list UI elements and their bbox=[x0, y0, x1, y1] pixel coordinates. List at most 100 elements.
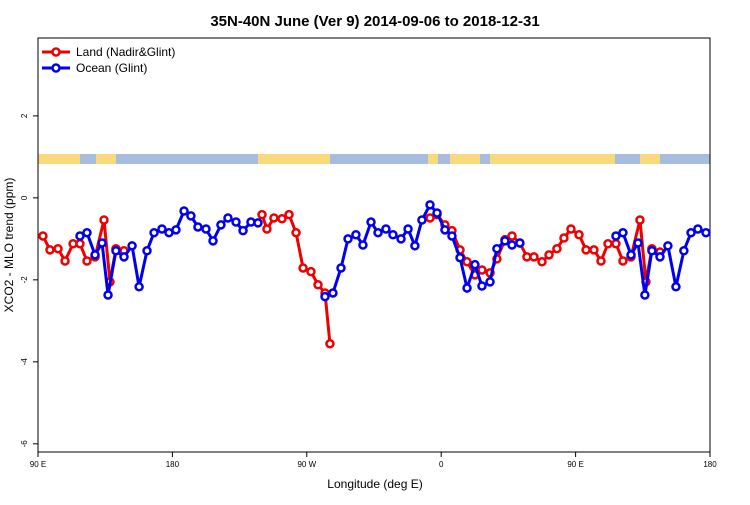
data-point bbox=[388, 230, 398, 240]
data-point bbox=[500, 236, 510, 246]
data-point bbox=[403, 224, 413, 234]
data-point bbox=[320, 291, 330, 302]
data-point bbox=[75, 231, 85, 241]
data-point bbox=[485, 277, 495, 287]
data-point bbox=[537, 257, 547, 267]
data-point bbox=[618, 256, 628, 266]
data-point bbox=[425, 200, 435, 210]
x-tick-label: 180 bbox=[166, 460, 180, 469]
data-point bbox=[75, 239, 85, 249]
data-point bbox=[201, 224, 211, 234]
data-point bbox=[574, 230, 584, 240]
data-point bbox=[171, 225, 181, 235]
y-tick-label: -2 bbox=[20, 276, 29, 284]
legend-marker bbox=[51, 47, 61, 57]
data-point bbox=[45, 245, 55, 255]
x-tick-label: 90 W bbox=[297, 460, 316, 469]
data-point bbox=[647, 245, 657, 256]
data-point bbox=[90, 250, 100, 260]
data-point bbox=[99, 215, 109, 225]
data-point bbox=[618, 227, 628, 238]
data-point bbox=[97, 238, 107, 248]
data-point bbox=[328, 288, 338, 298]
data-point bbox=[381, 224, 391, 234]
data-point bbox=[253, 218, 263, 228]
data-point bbox=[134, 282, 144, 292]
data-point bbox=[366, 217, 376, 227]
data-point bbox=[111, 245, 121, 256]
data-point bbox=[417, 215, 427, 225]
data-point bbox=[149, 227, 159, 238]
data-point bbox=[396, 234, 406, 244]
data-point bbox=[284, 209, 294, 220]
data-point bbox=[462, 283, 472, 293]
data-point bbox=[544, 250, 554, 260]
data-point bbox=[325, 339, 335, 349]
data-point bbox=[298, 263, 308, 273]
data-point bbox=[462, 257, 472, 267]
data-point bbox=[507, 240, 517, 250]
data-point bbox=[633, 238, 643, 248]
data-point bbox=[238, 225, 248, 236]
data-point bbox=[216, 220, 226, 230]
data-point bbox=[313, 280, 323, 290]
data-point bbox=[663, 241, 673, 251]
data-point bbox=[492, 243, 502, 254]
data-point bbox=[336, 263, 346, 273]
data-point bbox=[477, 265, 487, 275]
x-tick-label: 180 bbox=[703, 460, 717, 469]
data-point bbox=[373, 227, 383, 238]
data-point bbox=[603, 239, 613, 249]
y-tick-label: 2 bbox=[20, 113, 29, 118]
data-point bbox=[82, 227, 92, 238]
data-point bbox=[157, 224, 167, 234]
map-strip bbox=[38, 154, 710, 164]
series-line bbox=[79, 202, 707, 299]
data-point bbox=[596, 256, 606, 266]
legend-marker bbox=[51, 63, 61, 73]
y-tick-label: -4 bbox=[20, 358, 29, 366]
plot-frame bbox=[37, 37, 711, 453]
data-point bbox=[455, 252, 465, 263]
data-point bbox=[611, 239, 621, 249]
data-point bbox=[179, 206, 189, 216]
data-point bbox=[566, 224, 576, 234]
y-tick-label: -6 bbox=[20, 440, 29, 448]
data-point bbox=[60, 256, 70, 266]
data-point bbox=[447, 231, 457, 241]
data-point bbox=[193, 222, 203, 232]
data-point bbox=[223, 213, 233, 223]
data-point bbox=[269, 213, 279, 223]
data-point bbox=[515, 238, 525, 248]
data-point bbox=[186, 211, 196, 221]
data-point bbox=[640, 290, 650, 300]
data-point bbox=[343, 234, 353, 244]
data-point bbox=[277, 214, 287, 224]
x-tick-label: 90 E bbox=[567, 460, 583, 469]
data-point bbox=[470, 259, 480, 270]
data-point bbox=[529, 252, 539, 262]
data-point bbox=[626, 250, 636, 260]
data-point bbox=[358, 240, 368, 250]
data-point bbox=[507, 231, 517, 241]
data-point bbox=[82, 256, 92, 266]
data-point bbox=[440, 225, 450, 235]
data-point bbox=[142, 245, 152, 256]
data-point bbox=[581, 245, 591, 255]
data-point bbox=[686, 227, 696, 238]
chart-title: 35N-40N June (Ver 9) 2014-09-06 to 2018-… bbox=[210, 13, 539, 30]
data-point bbox=[559, 233, 569, 243]
data-point bbox=[231, 217, 241, 227]
data-point bbox=[38, 231, 48, 241]
data-point bbox=[552, 243, 562, 254]
data-point bbox=[589, 245, 599, 255]
data-point bbox=[425, 213, 435, 223]
x-tick-label: 0 bbox=[439, 460, 444, 469]
data-point bbox=[611, 231, 621, 241]
data-point bbox=[655, 252, 665, 262]
legend-label: Ocean (Glint) bbox=[76, 61, 147, 75]
data-point bbox=[701, 227, 711, 238]
data-point bbox=[306, 266, 316, 277]
data-point bbox=[257, 209, 267, 220]
data-point bbox=[208, 236, 218, 246]
